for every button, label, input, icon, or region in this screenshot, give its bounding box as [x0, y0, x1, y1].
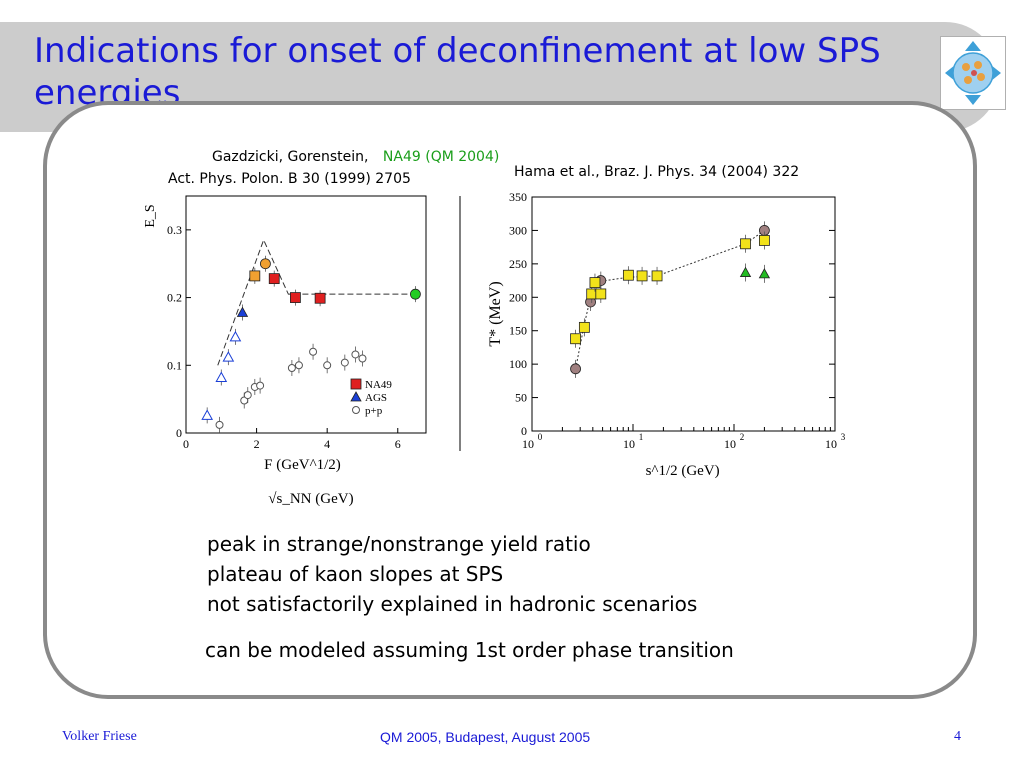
- data-point: [340, 358, 349, 367]
- y-tick-label: 0: [176, 426, 182, 440]
- left-citation-line1: Gazdzicki, Gorenstein, NA49 (QM 2004): [212, 149, 499, 165]
- y-tick-label: 250: [509, 257, 527, 271]
- data-point: [651, 270, 663, 282]
- y-tick-label: 0.2: [167, 291, 182, 305]
- data-point: [256, 381, 265, 390]
- data-point: [410, 288, 421, 300]
- data-point: [222, 351, 235, 362]
- data-point: [758, 268, 771, 279]
- y-tick-label: 0.3: [167, 223, 182, 237]
- x-tick-label: 2: [254, 437, 260, 451]
- left-citation-na49: NA49 (QM 2004): [382, 149, 500, 165]
- legend-marker: [352, 406, 360, 414]
- legend-marker: [350, 391, 362, 402]
- right-plot-frame: [531, 196, 836, 432]
- y-tick-label: 200: [509, 290, 527, 304]
- footer-conference: QM 2005, Budapest, August 2005: [380, 729, 591, 745]
- data-point: [236, 306, 249, 317]
- x-tick-label: 10: [825, 437, 837, 451]
- x-tick-label: 4: [324, 437, 330, 451]
- y-tick-label: 0.1: [167, 358, 182, 372]
- data-point: [740, 238, 751, 250]
- footer-page-number: 4: [954, 729, 961, 744]
- data-point: [323, 361, 332, 370]
- legend-marker: [350, 378, 362, 390]
- x-tick-label: 0: [183, 437, 189, 451]
- footer-author: Volker Friese: [62, 729, 137, 744]
- legend-label: AGS: [365, 392, 387, 404]
- x-tick-exponent: 3: [841, 432, 846, 442]
- x-tick-label: 10: [724, 437, 736, 451]
- data-point: [260, 258, 271, 270]
- x-axis-label: F (GeV^1/2): [264, 457, 341, 473]
- model-curve: [575, 230, 765, 369]
- bullet-1: peak in strange/nonstrange yield ratio: [207, 532, 591, 556]
- data-point: [570, 363, 581, 375]
- data-point: [589, 277, 601, 288]
- data-point: [249, 270, 261, 282]
- logo: [940, 36, 1006, 110]
- data-point: [243, 391, 252, 400]
- content-frame: [43, 101, 977, 699]
- y-tick-label: 300: [509, 223, 527, 237]
- data-point: [215, 420, 224, 429]
- data-point: [268, 273, 280, 285]
- slide-title: Indications for onset of deconfinement a…: [34, 31, 881, 113]
- data-point: [290, 292, 301, 303]
- x-tick-label: 6: [395, 437, 401, 451]
- data-point: [201, 409, 214, 420]
- data-point: [215, 371, 228, 382]
- left-plot-frame: [185, 195, 427, 434]
- data-point: [759, 235, 770, 246]
- data-point: [314, 292, 326, 304]
- right-citation: Hama et al., Braz. J. Phys. 34 (2004) 32…: [514, 164, 800, 180]
- strangeness-ratio-chart: 0 2 4 6 0 0.1 0.2 0.3 F (GeV^1/2) E_S √s_NN (GeV) N…: [143, 195, 461, 507]
- x-tick-exponent: 2: [740, 432, 745, 442]
- legend-label: NA49: [365, 379, 392, 391]
- y-tick-label: 100: [509, 357, 527, 371]
- data-point: [358, 354, 367, 363]
- data-point: [570, 333, 581, 345]
- conclusion-text: can be modeled assuming 1st order phase …: [205, 638, 734, 662]
- data-point: [578, 321, 590, 333]
- legend-label: p+p: [365, 405, 383, 417]
- bullet-3: not satisfactorily explained in hadronic…: [207, 592, 698, 616]
- molecule-logo-icon: [945, 41, 1001, 105]
- data-point: [739, 266, 752, 277]
- data-point: [595, 288, 607, 300]
- x-tick-exponent: 1: [639, 432, 644, 442]
- y-tick-label: 0: [521, 424, 527, 438]
- model-curve: [217, 238, 416, 366]
- x-tick-exponent: 0: [538, 432, 543, 442]
- x-tick-label: 10: [522, 437, 534, 451]
- x-tick-label: 10: [623, 437, 635, 451]
- y-tick-label: 350: [509, 190, 527, 204]
- data-point: [309, 347, 318, 356]
- y-tick-label: 50: [515, 391, 527, 405]
- data-point: [351, 350, 360, 359]
- left-citation-authors: Gazdzicki, Gorenstein,: [212, 149, 369, 165]
- bullet-2: plateau of kaon slopes at SPS: [207, 562, 504, 586]
- left-plot-area: 0 2 4 6 0 0.1 0.2 0.3 F (GeV^1/2) E_S √s_NN (GeV) N…: [143, 195, 461, 507]
- x-axis-label: s^1/2 (GeV): [646, 463, 720, 479]
- y-axis-label: T* (MeV): [487, 281, 504, 346]
- y-tick-label: 150: [509, 324, 527, 338]
- data-point: [622, 269, 634, 281]
- data-point: [287, 363, 296, 372]
- data-point: [636, 270, 648, 282]
- data-point: [229, 330, 242, 342]
- left-citation-line2: Act. Phys. Polon. B 30 (1999) 2705: [168, 171, 411, 187]
- y-axis-label: E_S: [143, 204, 158, 227]
- data-point: [294, 361, 303, 370]
- x-axis-label-below: √s_NN (GeV): [268, 491, 353, 507]
